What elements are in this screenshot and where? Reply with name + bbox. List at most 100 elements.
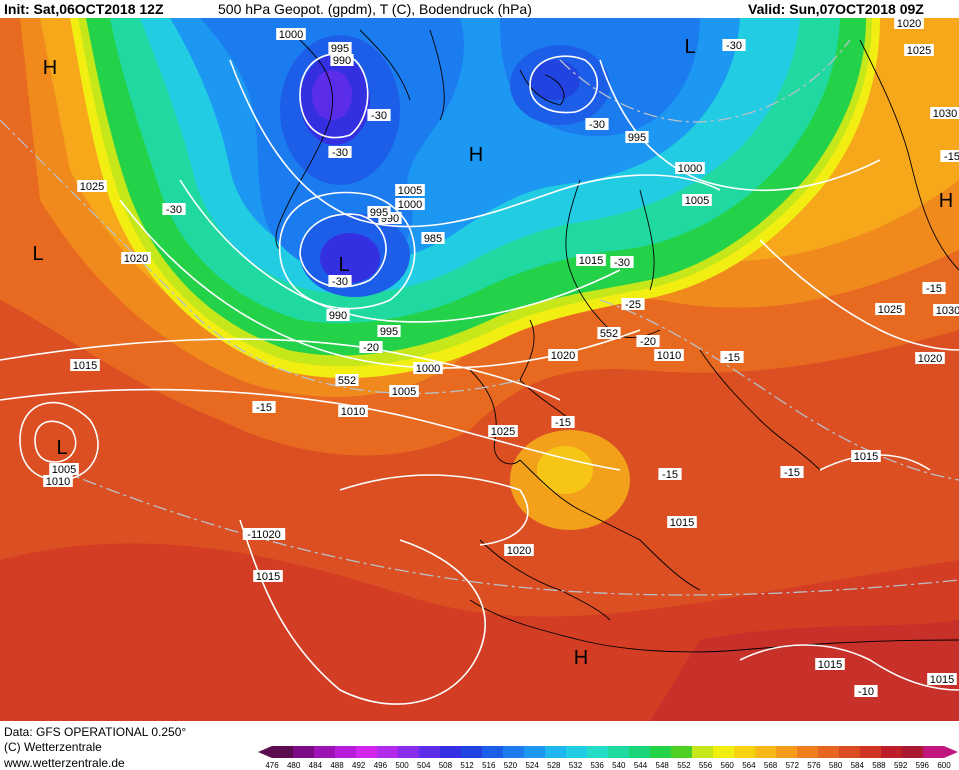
colorbar-swatch (587, 746, 609, 758)
pressure-label: 1000 (413, 362, 443, 375)
colorbar-swatch (545, 746, 567, 758)
colorbar-swatch (293, 746, 315, 758)
colorbar-tick-label: 532 (569, 761, 583, 770)
website-link[interactable]: www.wetterzentrale.de (4, 756, 125, 770)
colorbar-tick-label: 592 (894, 761, 908, 770)
colorbar-swatch (650, 746, 672, 758)
low-pressure-symbol: L (684, 36, 695, 58)
colorbar-swatch (566, 746, 588, 758)
colorbar-swatch (272, 746, 294, 758)
svg-text:1015: 1015 (930, 674, 954, 686)
colorbar-tick-label: 568 (764, 761, 778, 770)
svg-text:995: 995 (370, 207, 388, 219)
svg-text:-15: -15 (926, 283, 942, 295)
pressure-label: 1015 (667, 516, 697, 529)
chart-title: 500 hPa Geopot. (gpdm), T (C), Bodendruc… (218, 1, 532, 17)
colorbar-swatch (839, 746, 861, 758)
pressure-label: 1015 (815, 658, 845, 671)
svg-text:1025: 1025 (491, 426, 515, 438)
init-time-label: Init: Sat,06OCT2018 12Z (4, 1, 164, 17)
colorbar-tick-label: 556 (699, 761, 713, 770)
colorbar-swatch (377, 746, 399, 758)
colorbar-tick-label: 560 (721, 761, 735, 770)
pressure-label: 1025 (875, 303, 905, 316)
pressure-label: 1015 (576, 254, 606, 267)
svg-text:995: 995 (380, 326, 398, 338)
svg-text:-15: -15 (724, 352, 740, 364)
colorbar-tick-label: 484 (309, 761, 323, 770)
colorbar-swatch (776, 746, 798, 758)
pressure-label: 995 (377, 325, 401, 338)
colorbar-swatch (692, 746, 714, 758)
colorbar-tick-label: 492 (352, 761, 366, 770)
high-pressure-symbol: H (939, 190, 953, 212)
colorbar-tick-label: 512 (460, 761, 474, 770)
svg-text:1015: 1015 (73, 360, 97, 372)
pressure-label: -30 (328, 275, 352, 288)
pressure-label: -15 (720, 351, 744, 364)
colorbar-tick-label: 584 (851, 761, 865, 770)
svg-text:552: 552 (600, 328, 618, 340)
pressure-label: -15 (551, 416, 575, 429)
svg-text:990: 990 (333, 55, 351, 67)
svg-text:-10: -10 (858, 686, 874, 698)
colorbar-swatch (713, 746, 735, 758)
low-pressure-symbol: L (56, 437, 67, 459)
pressure-label: 1020 (894, 18, 924, 30)
colorbar-tick-label: 524 (525, 761, 539, 770)
low-pressure-symbol: L (338, 254, 349, 276)
svg-text:-15: -15 (662, 469, 678, 481)
pressure-label: -10 (854, 685, 878, 698)
pressure-label: 552 (335, 374, 359, 387)
svg-text:1010: 1010 (46, 476, 70, 488)
chart-header: Init: Sat,06OCT2018 12Z 500 hPa Geopot. … (0, 0, 959, 18)
svg-text:-15: -15 (784, 467, 800, 479)
pressure-label: 1030 (933, 304, 959, 317)
svg-text:552: 552 (338, 375, 356, 387)
svg-text:1015: 1015 (579, 255, 603, 267)
svg-text:1000: 1000 (416, 363, 440, 375)
weather-map: 1020 1025 1030 1000 995 990 -30 -30 -30 -30 995 100… (0, 18, 959, 721)
colorbar-tick-label: 516 (482, 761, 496, 770)
svg-text:-30: -30 (614, 257, 630, 269)
svg-text:-30: -30 (332, 147, 348, 159)
svg-text:1025: 1025 (80, 181, 104, 193)
pressure-label: 995 (328, 42, 352, 55)
svg-text:1025: 1025 (878, 304, 902, 316)
svg-text:1020: 1020 (551, 350, 575, 362)
colorbar-min-arrow (258, 746, 272, 758)
pressure-label: 985 (421, 232, 445, 245)
svg-text:-15: -15 (256, 402, 272, 414)
colorbar-swatch (629, 746, 651, 758)
pressure-label: -30 (367, 109, 391, 122)
colorbar-swatch (461, 746, 483, 758)
svg-text:1000: 1000 (279, 29, 303, 41)
pressure-label: 995 (367, 206, 391, 219)
colorbar-swatch (671, 746, 693, 758)
colorbar-tick-label: 564 (742, 761, 756, 770)
colorbar-tick-label: 600 (937, 761, 951, 770)
svg-text:995: 995 (331, 43, 349, 55)
colorbar-swatch (398, 746, 420, 758)
svg-text:1020: 1020 (918, 353, 942, 365)
svg-text:-30: -30 (589, 119, 605, 131)
valid-time-label: Valid: Sun,07OCT2018 09Z (748, 1, 924, 17)
pressure-label: 1020 (504, 544, 534, 557)
pressure-label: 1025 (488, 425, 518, 438)
colorbar: 476 480 484 488 492 496 500 504 508 512 516 520 524 5… (258, 746, 958, 770)
colorbar-swatch (755, 746, 777, 758)
colorbar-tick-label: 576 (807, 761, 821, 770)
colorbar-tick-label: 588 (872, 761, 886, 770)
svg-text:1030: 1030 (936, 305, 959, 317)
colorbar-tick-label: 572 (786, 761, 800, 770)
colorbar-swatch (314, 746, 336, 758)
pressure-label: 990 (326, 309, 350, 322)
colorbar-swatch (482, 746, 504, 758)
colorbar-tick-label: 580 (829, 761, 843, 770)
pressure-label: 1020 (548, 349, 578, 362)
svg-text:995: 995 (628, 132, 646, 144)
pressure-label: 1010 (338, 405, 368, 418)
colorbar-swatch (503, 746, 525, 758)
pressure-label: -30 (328, 146, 352, 159)
svg-text:-20: -20 (363, 342, 379, 354)
